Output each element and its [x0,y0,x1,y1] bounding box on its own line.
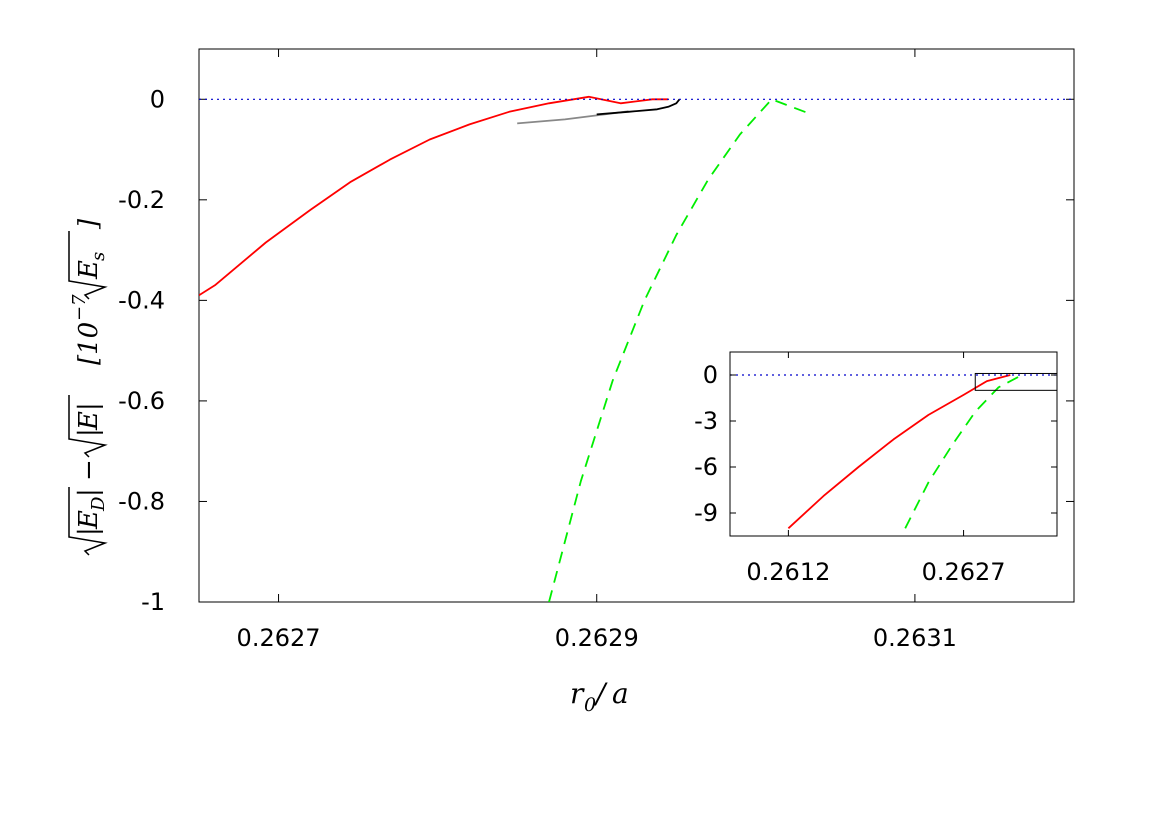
svg-text:E: E [74,510,104,530]
inset-series-solid-line [787,374,1011,529]
main-y-tick-label: -1 [141,588,165,616]
inset-x-tick-label: 0.2627 [922,558,1006,586]
main-y-tick-label: 0 [150,85,165,113]
inset-series-dashed-line [904,374,1023,529]
main-ticks [199,49,1074,603]
main-y-tick-label: -0.8 [118,487,165,515]
inset-ticks [730,352,1057,536]
svg-text:0: 0 [584,694,596,716]
inset-background [730,352,1057,536]
inset-series-group [730,374,1057,529]
inset-x-tick-label: 0.2612 [746,558,830,586]
main-y-tick-label: -0.4 [118,286,165,314]
svg-text:E: E [74,411,104,431]
inset-tick-labels: 0.2612 0.2627 0 -3 -6 -9 [694,361,1006,586]
main-series-solid-line [199,95,669,297]
inset-y-tick-label: -3 [694,407,718,435]
svg-text:/: / [593,677,608,710]
svg-text:|: | [74,428,104,437]
svg-text:|: | [74,527,104,536]
svg-text:|: | [74,488,104,497]
main-x-tick-label: 0.2629 [555,624,639,652]
inset-plot-frame [729,351,1058,537]
svg-text:[10: [10 [74,322,104,365]
svg-text:−7: −7 [69,294,90,321]
main-x-tick-label: 0.2627 [237,624,321,652]
main-plot-frame [198,48,1075,603]
svg-text:a: a [612,677,629,710]
svg-text:−: − [74,459,104,481]
svg-text:r: r [570,677,585,710]
main-x-tick-label: 0.2631 [873,624,957,652]
main-series-solid-line [596,98,681,116]
svg-text:]: ] [74,218,104,230]
inset-y-tick-label: -9 [694,499,718,527]
y-axis-label: | E D | − | E | [10 −7 E s ] [68,218,109,556]
main-y-tick-label: -0.6 [118,387,165,415]
main-series-dashed-line [548,98,812,602]
svg-text:D: D [88,496,109,512]
main-series-group [199,95,1074,602]
svg-text:s: s [88,252,109,261]
main-y-tick-label: -0.2 [118,186,165,214]
main-tick-labels: 0.2627 0.2629 0.2631 0 -0.2 -0.4 -0.6 -0.8 -1 [118,85,957,652]
x-axis-label: r 0 / a [570,677,629,716]
inset-zoom-box [974,372,1058,391]
svg-text:E: E [74,260,104,280]
svg-text:|: | [74,402,104,411]
inset-y-tick-label: -6 [694,453,718,481]
inset-y-tick-label: 0 [703,361,718,389]
